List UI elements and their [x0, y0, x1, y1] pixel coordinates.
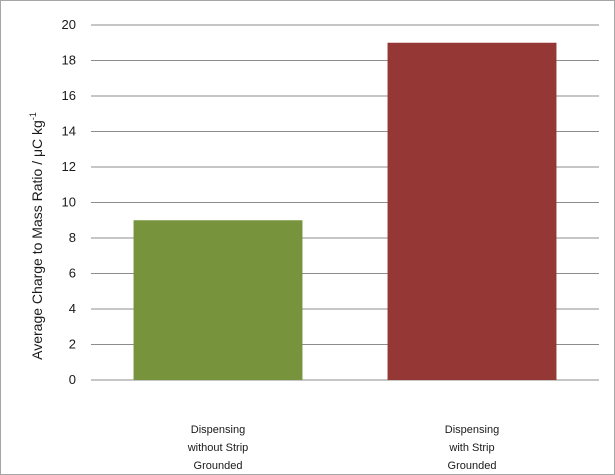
x-category-label: Dispensing with Strip Grounded	[445, 424, 499, 472]
y-tick-label: 14	[62, 124, 76, 139]
y-axis-title-text: Average Charge to Mass Ratio / μC kg	[29, 120, 45, 360]
bars	[133, 42, 557, 380]
y-tick-label: 0	[69, 372, 76, 387]
y-axis-title-superscript: -1	[28, 112, 38, 120]
y-tick-label: 20	[62, 17, 76, 32]
x-category-label: Dispensing without Strip Grounded	[187, 424, 249, 472]
y-tick-label: 16	[62, 88, 76, 103]
x-category-label-line: Dispensing	[191, 424, 245, 436]
x-category-label-line: without Strip	[187, 442, 249, 454]
y-tick-label: 2	[69, 337, 76, 352]
y-tick-label: 4	[69, 301, 76, 316]
y-tick-label: 8	[69, 230, 76, 245]
y-tick-label: 12	[62, 159, 76, 174]
y-tick-label: 18	[62, 53, 76, 68]
category-labels: Dispensing without Strip GroundedDispensin…	[187, 424, 499, 472]
x-category-label-line: Dispensing	[445, 424, 499, 436]
y-tick-label: 6	[69, 266, 76, 281]
x-category-label-line: with Strip	[448, 442, 494, 454]
x-category-label-line: Grounded	[448, 460, 497, 472]
y-tick-labels: 0 2 4 6 8 10 12 14 16 18 20	[62, 17, 76, 387]
bar	[387, 42, 557, 380]
x-category-label-line: Grounded	[194, 460, 243, 472]
y-axis-title: Average Charge to Mass Ratio / μC kg-1	[28, 112, 45, 360]
bar	[133, 220, 303, 380]
y-tick-label: 10	[62, 195, 76, 210]
